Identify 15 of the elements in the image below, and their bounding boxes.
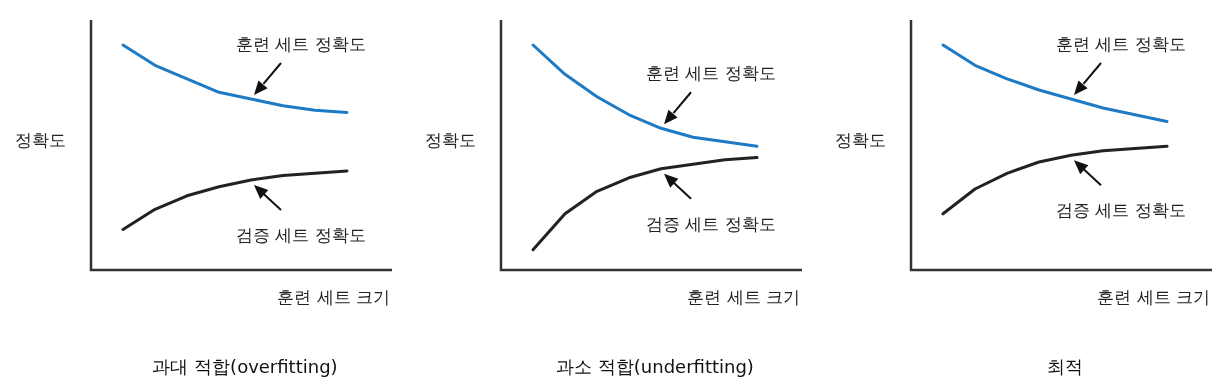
y-axis-title: 정확도 <box>424 130 476 150</box>
y-axis-title: 정확도 <box>14 130 66 150</box>
text: 훈련 세트 정확도 <box>646 63 776 84</box>
text: 검증 세트 정확도 <box>1056 200 1186 221</box>
text: 최적 <box>1047 356 1083 377</box>
text: 훈련 세트 정확도 <box>1056 34 1186 54</box>
y-axis-title: 정확도 <box>834 130 886 150</box>
text: 검증 세트 정확도 <box>646 213 776 234</box>
text: 검증 세트 정확도 <box>236 225 366 245</box>
text: 훈련 세트 정확도 <box>236 34 366 54</box>
text: 과대 적합(overfitting) <box>152 356 338 377</box>
x-axis-title: 훈련 세트 크기 <box>1097 287 1210 307</box>
text: 과소 적합(underfitting) <box>556 356 754 377</box>
x-axis-title: 훈련 세트 크기 <box>687 287 800 307</box>
x-axis-title: 훈련 세트 크기 <box>277 287 390 307</box>
